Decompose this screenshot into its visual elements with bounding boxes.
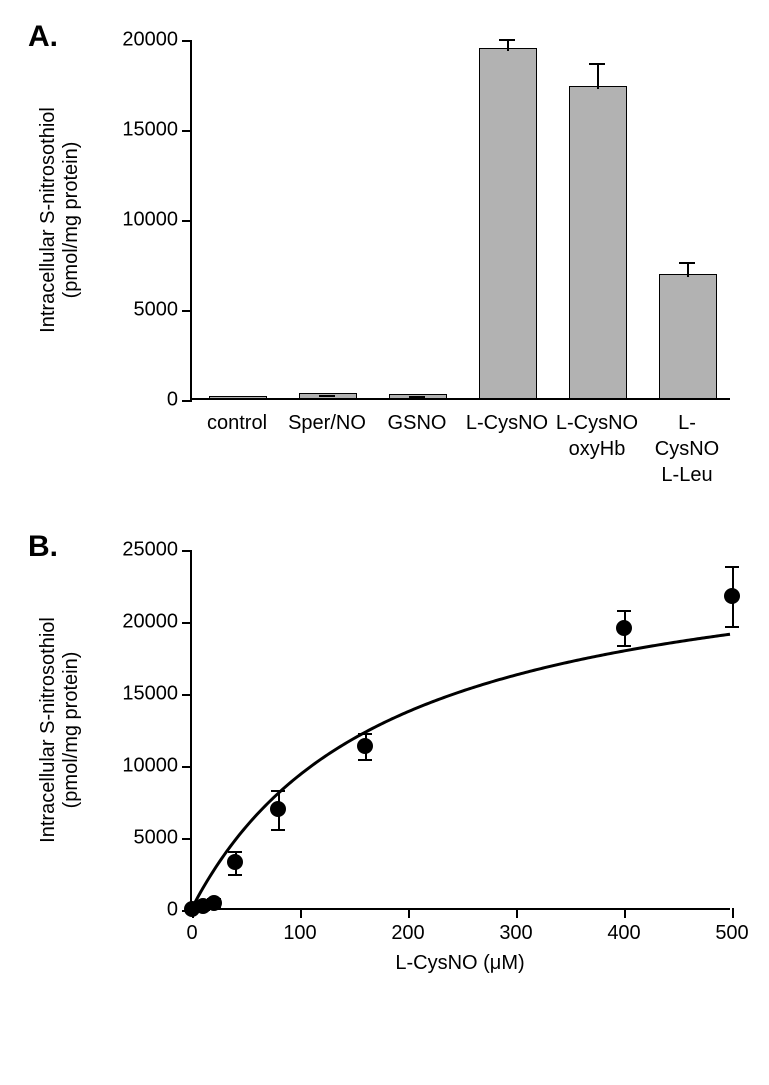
bar [659,274,717,398]
error-cap [228,874,242,876]
y-tick-label: 10000 [122,209,192,232]
error-cap [589,63,605,65]
bar [479,48,537,398]
panel-b-fit-curve [192,550,730,908]
error-cap [617,610,631,612]
y-tick-label: 15000 [122,683,192,706]
data-point [616,620,632,636]
x-tick-label: L-CysNO [466,398,548,436]
x-tick-label: Sper/NO [288,398,366,436]
x-tick-label: control [207,398,267,436]
panel-a-y-axis-label: Intracellular S-nitrosothiol (pmol/mg pr… [37,107,83,333]
bar [569,86,627,398]
fit-curve-path [192,634,730,908]
panel-a-plot-area: 05000100001500020000controlSper/NOGSNOL-… [190,40,730,400]
y-tick-label: 25000 [122,539,192,562]
y-tick-label: 15000 [122,119,192,142]
x-tick-label: 500 [715,908,748,946]
x-tick-label: L-CysNO oxyHb [556,398,638,462]
panel-a-label: A. [28,20,58,54]
data-point [227,854,243,870]
error-bar [687,262,689,276]
error-cap [679,262,695,264]
error-cap [319,395,335,397]
y-tick-label: 20000 [122,611,192,634]
panel-b-label: B. [28,530,58,564]
error-cap [725,626,739,628]
error-cap [271,790,285,792]
y-tick-label: 5000 [134,827,193,850]
error-cap [725,566,739,568]
y-tick-label: 10000 [122,755,192,778]
error-bar [597,63,599,88]
x-tick-label: 400 [607,908,640,946]
error-cap [617,645,631,647]
data-point [206,895,222,911]
data-point [270,801,286,817]
x-tick-label: L-CysNO L-Leu [655,398,719,488]
error-cap [358,733,372,735]
x-tick-label: 200 [391,908,424,946]
figure-root: A. 05000100001500020000controlSper/NOGSN… [20,20,769,1000]
x-tick-label: 100 [283,908,316,946]
panel-b-x-axis-label: L-CysNO (μM) [395,952,524,975]
panel-b: B. 0500010000150002000025000010020030040… [20,530,769,1000]
panel-b-plot-area: 0500010000150002000025000010020030040050… [190,550,730,910]
x-tick-label: GSNO [388,398,447,436]
data-point [357,738,373,754]
y-tick-label: 0 [167,389,192,412]
error-cap [499,39,515,41]
y-tick-label: 5000 [134,299,193,322]
data-point [724,588,740,604]
panel-b-y-axis-label: Intracellular S-nitrosothiol (pmol/mg pr… [37,617,83,843]
error-cap [358,759,372,761]
error-cap [271,829,285,831]
y-tick-label: 20000 [122,29,192,52]
error-cap [228,851,242,853]
panel-a: A. 05000100001500020000controlSper/NOGSN… [20,20,769,490]
x-tick-label: 300 [499,908,532,946]
